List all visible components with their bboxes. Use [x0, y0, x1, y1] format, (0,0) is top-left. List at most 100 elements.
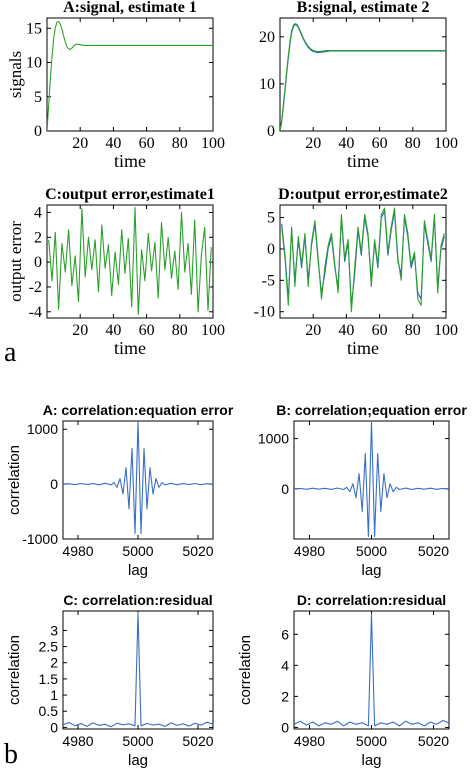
y-tick-label: 1	[50, 687, 58, 703]
series-line-1	[294, 421, 449, 538]
x-tick-label: 5020	[418, 543, 449, 559]
x-tick-label: 20	[72, 322, 88, 339]
y-tick-label: -1000	[22, 531, 58, 547]
y-tick-label: -4	[29, 304, 42, 321]
chart-title: A: correlation:equation error	[43, 402, 234, 418]
panel-label-b: b	[4, 739, 18, 770]
chart-b4: D: correlation:residual 4980 5000 5020 0 2 4 6 l…	[237, 592, 450, 769]
series-line-1	[48, 206, 212, 315]
y-tick-label: 6	[281, 626, 289, 642]
chart-title: B:signal, estimate 2	[297, 0, 430, 16]
series-line-2	[281, 207, 445, 313]
series-group	[294, 613, 449, 727]
chart-title: C: correlation:residual	[63, 592, 212, 608]
y-tick-label: 2	[50, 655, 58, 671]
y-tick-label: 10	[26, 55, 42, 72]
chart-title: A:signal, estimate 1	[63, 0, 197, 16]
y-tick-label: 0	[34, 254, 42, 271]
x-axis-label: time	[347, 338, 379, 358]
chart-title: D: correlation:residual	[297, 592, 446, 608]
x-tick-label: 100	[201, 135, 225, 152]
y-axis-label: correlation	[6, 635, 23, 705]
panel-label-a: a	[4, 337, 17, 368]
y-tick-label: 2.5	[39, 639, 59, 655]
chart-a2: B:signal, estimate 2 20 40 60 80 100 0 10 20 time	[259, 0, 458, 171]
x-tick-label: 40	[105, 322, 121, 339]
chart-a4: D:output error,estimate2 20 40 60 80 100 -10 -5…	[254, 186, 458, 358]
y-axis-label: correlation	[6, 445, 23, 515]
x-tick-label: 5000	[356, 543, 387, 559]
x-tick-label: 80	[172, 135, 188, 152]
chart-b1: A: correlation:equation error 4980 5000 502…	[6, 402, 234, 579]
y-tick-label: 1.5	[39, 671, 59, 687]
x-tick-label: 80	[405, 135, 421, 152]
series-group	[280, 23, 446, 131]
chart-title: D:output error,estimate2	[278, 186, 448, 203]
x-axis-label: lag	[361, 752, 381, 769]
y-tick-label: 15	[26, 20, 42, 37]
series-line-2	[280, 23, 446, 131]
series-group	[63, 612, 213, 728]
x-tick-label: 5000	[356, 733, 387, 749]
x-tick-label: 5020	[182, 543, 213, 559]
x-tick-label: 100	[434, 322, 458, 339]
x-tick-label: 60	[139, 322, 155, 339]
chart-b2: B: correlation;equation error 4980 5000 502…	[258, 402, 467, 579]
x-tick-label: 40	[338, 322, 354, 339]
x-tick-label: 5000	[122, 543, 153, 559]
x-tick-label: 40	[105, 135, 121, 152]
y-tick-label: 0	[50, 719, 58, 735]
x-axis-label: time	[347, 151, 379, 171]
charts-layer: A:signal, estimate 120 40 60 80 100051015tim…	[6, 0, 467, 769]
y-axis-label: signals	[6, 51, 25, 98]
x-tick-label: 5000	[122, 733, 153, 749]
x-tick-label: 20	[72, 135, 88, 152]
y-tick-label: 1000	[27, 421, 58, 437]
series-line-1	[63, 421, 213, 535]
x-axis-label: lag	[128, 752, 148, 769]
y-tick-label: 0	[267, 123, 275, 140]
y-tick-label: 20	[259, 29, 275, 46]
x-tick-label: 80	[172, 322, 188, 339]
y-tick-label: -10	[254, 304, 275, 321]
series-line-1	[47, 20, 213, 131]
y-tick-label: 4	[281, 657, 289, 673]
x-tick-label: 4980	[294, 733, 325, 749]
y-tick-label: 0	[281, 481, 289, 497]
y-tick-label: 0.5	[39, 703, 59, 719]
x-tick-label: 20	[305, 135, 321, 152]
series-group	[63, 421, 213, 535]
x-tick-label: 100	[434, 135, 458, 152]
y-tick-label: 0	[50, 476, 58, 492]
x-tick-label: 100	[201, 322, 225, 339]
x-axis-label: lag	[361, 562, 381, 579]
y-tick-label: 3	[50, 622, 58, 638]
plot-frame	[279, 17, 447, 132]
x-tick-label: 60	[139, 135, 155, 152]
y-tick-label: 0	[34, 123, 42, 140]
y-tick-label: 10	[259, 76, 275, 93]
x-tick-label: 80	[405, 322, 421, 339]
x-tick-label: 4980	[294, 543, 325, 559]
y-tick-label: 5	[34, 89, 42, 106]
series-line-1	[294, 613, 449, 727]
y-tick-label: 1000	[258, 431, 289, 447]
series-group	[47, 20, 213, 131]
x-tick-label: 4980	[62, 733, 93, 749]
x-tick-label: 40	[338, 135, 354, 152]
chart-title: C:output error,estimate1	[45, 186, 215, 203]
x-tick-label: 60	[372, 322, 388, 339]
x-tick-label: 4980	[62, 543, 93, 559]
y-tick-label: 0	[267, 241, 275, 258]
x-tick-label: 20	[305, 322, 321, 339]
plot-frame	[46, 17, 214, 132]
y-axis-label: correlation	[237, 635, 254, 705]
plot-frame	[46, 204, 214, 319]
x-tick-label: 60	[372, 135, 388, 152]
y-tick-label: 2	[281, 688, 289, 704]
y-axis-label: output error	[6, 221, 25, 302]
series-group	[294, 421, 449, 538]
x-axis-label: time	[114, 151, 146, 171]
